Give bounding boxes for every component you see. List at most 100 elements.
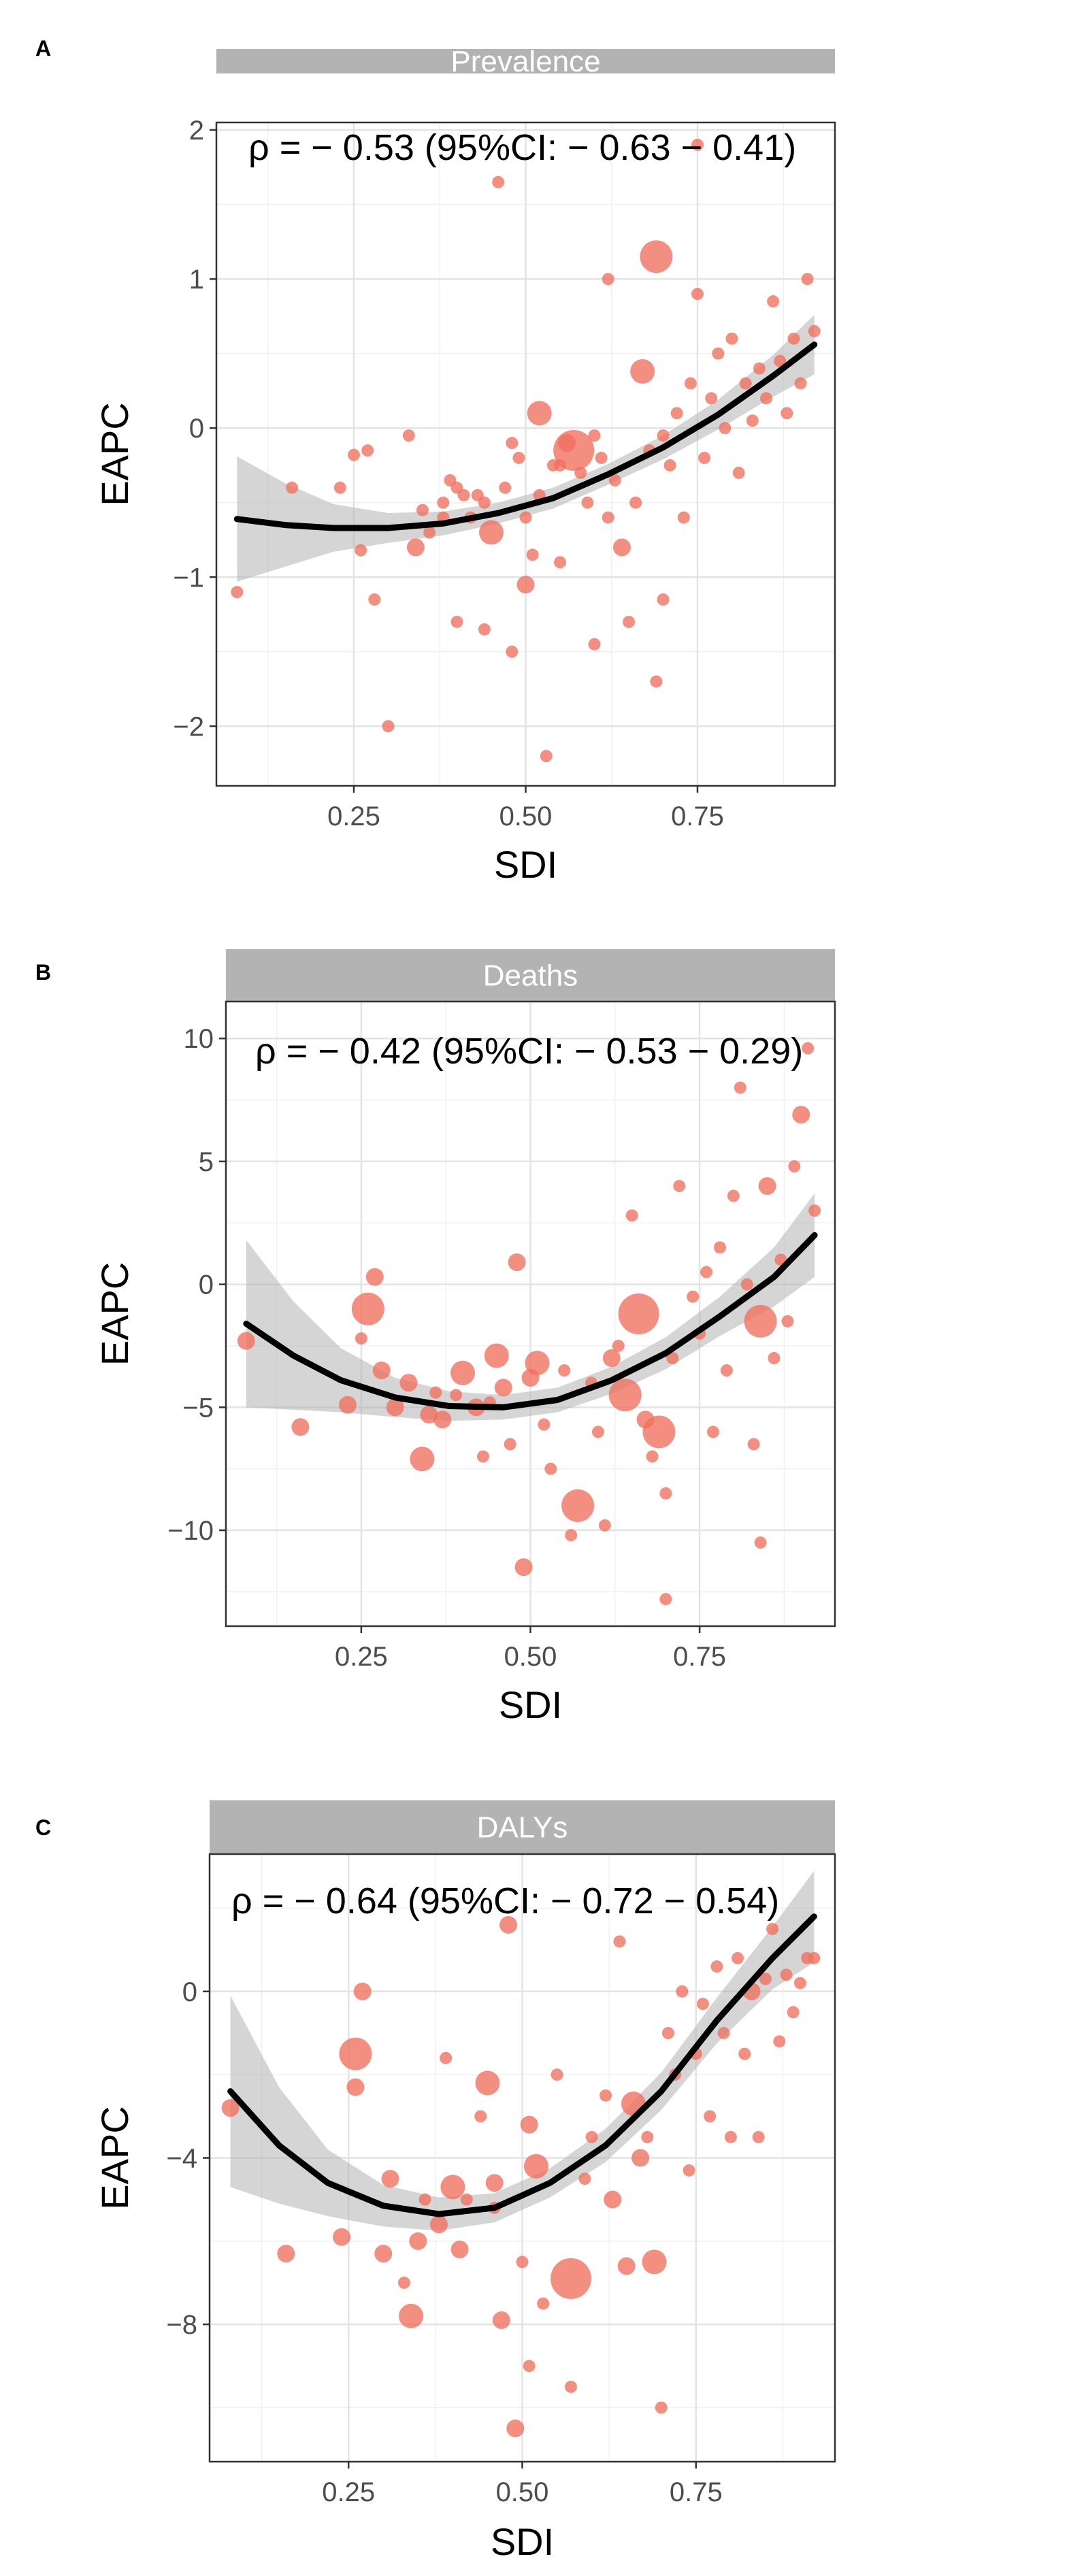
panel-a-strip-title: Prevalence <box>450 45 600 78</box>
panel-a-data-point <box>733 467 745 479</box>
panel-c-data-point <box>697 1998 709 2010</box>
panel-a-x-axis-title: SDI <box>494 843 557 886</box>
panel-a-data-point <box>554 556 566 568</box>
panel-b-data-point <box>609 1378 642 1411</box>
panel-c-data-point <box>354 1983 372 2000</box>
panel-b-data-point <box>619 1293 659 1334</box>
panel-a-x-tick-label: 0.50 <box>499 802 553 831</box>
panel-a-y-tick-label: −1 <box>173 563 204 593</box>
panel-c-data-point <box>773 2035 785 2047</box>
panel-a-data-point <box>512 452 525 464</box>
panel-c-data-point <box>787 2006 800 2018</box>
panel-a-data-point <box>554 459 566 472</box>
panel-c-data-point <box>506 2420 524 2437</box>
panel-a-data-point <box>685 377 697 389</box>
panel-b-data-point <box>748 1438 760 1451</box>
panel-c-data-point <box>642 2249 667 2274</box>
panel-b-data-point <box>484 1343 509 1368</box>
panel-a-y-axis-title: EAPC <box>93 402 136 506</box>
panel-c-data-point <box>781 1968 793 1981</box>
panel-b-data-point <box>410 1447 434 1471</box>
panel-b-data-point <box>727 1190 740 1202</box>
panel-b-data-point <box>433 1410 451 1428</box>
panel-c-data-point <box>399 2304 423 2328</box>
panel-a-data-point <box>719 422 731 434</box>
panel-c-data-point <box>474 2110 487 2122</box>
panel-c-y-tick-label: −8 <box>166 2310 197 2340</box>
panel-b-data-point <box>515 1558 533 1576</box>
panel-a-data-point <box>231 586 243 598</box>
panel-b-data-point <box>561 1489 594 1522</box>
panel-a-data-point <box>795 377 807 389</box>
panel-a-data-point <box>808 325 821 337</box>
panel-a-data-point <box>767 295 779 308</box>
panel-a-data-point <box>407 538 425 556</box>
panel-c-data-point <box>451 2241 469 2258</box>
panel-a-letter: A <box>35 36 51 61</box>
panel-a: A Prevalence0.25 0.50 0.75210−1−2SDIEAPCρ =… <box>35 36 835 886</box>
panel-a-data-point <box>416 504 429 516</box>
panel-a-x-tick-label: 0.75 <box>671 802 724 831</box>
panel-a-data-point <box>348 449 360 461</box>
panel-c-data-point <box>551 2068 563 2081</box>
panel-c-data-point <box>409 2232 427 2250</box>
panel-c-data-point <box>419 2194 431 2206</box>
panel-c-x-tick-label: 0.25 <box>322 2477 375 2507</box>
panel-c-strip-title: DALYs <box>477 1811 568 1845</box>
panel-c-data-point <box>475 2070 499 2095</box>
panel-b-data-point <box>734 1081 746 1093</box>
panel-c-data-point <box>704 2110 716 2122</box>
panel-c-data-point <box>618 2258 636 2275</box>
panel-b-y-tick-label: 10 <box>184 1024 214 1054</box>
panel-b-data-point <box>538 1419 550 1431</box>
panel-c-data-point <box>641 2131 653 2143</box>
panel-b-data-point <box>450 1389 462 1401</box>
panel-b-data-point <box>808 1204 821 1217</box>
panel-b-data-point <box>291 1418 309 1436</box>
panel-a-data-point <box>753 363 766 375</box>
panel-b-data-point <box>673 1180 685 1192</box>
panel-c-data-point <box>586 2131 598 2143</box>
panel-b-data-point <box>352 1293 384 1325</box>
panel-a-data-point <box>423 527 436 539</box>
panel-b-data-point <box>495 1378 512 1396</box>
panel-a-data-point <box>458 489 470 501</box>
panel-c-x-tick-label: 0.75 <box>670 2477 723 2507</box>
panel-a-data-point <box>499 482 511 494</box>
panel-a-data-point <box>355 544 367 557</box>
panel-a-data-point <box>787 333 800 345</box>
panel-b-data-point <box>355 1332 367 1344</box>
panel-a-data-point <box>746 414 759 427</box>
panel-c-data-point <box>600 2090 612 2102</box>
panel-a-data-point <box>698 452 710 464</box>
panel-a-data-point <box>492 176 504 188</box>
figure: A Prevalence0.25 0.50 0.75210−1−2SDIEAPCρ =… <box>0 0 1084 2576</box>
panel-b-data-point <box>612 1340 625 1352</box>
panel-b-x-tick-label: 0.50 <box>504 1642 557 1672</box>
panel-c-y-tick-label: −4 <box>166 2144 197 2174</box>
panel-b: B Deaths0.25 0.50 0.751050−5−10SDIEAPCρ = −… <box>35 949 835 1726</box>
panel-a-data-point <box>479 521 504 545</box>
panel-c-data-point <box>523 2360 536 2372</box>
panel-a-data-point <box>802 273 814 285</box>
panel-b-data-point <box>741 1278 753 1291</box>
panel-b-y-tick-label: 5 <box>199 1147 214 1177</box>
panel-c-data-point <box>613 1935 625 1947</box>
panel-b-data-point <box>759 1177 776 1195</box>
panel-c-data-point <box>516 2256 529 2268</box>
panel-c-data-point <box>794 1977 806 1989</box>
panel-c-data-point <box>676 1985 688 1998</box>
panel-a-data-point <box>691 288 704 300</box>
panel-c-data-point <box>521 2116 538 2134</box>
panel-c-data-point <box>604 2191 621 2209</box>
panel-b-y-axis-title: EAPC <box>93 1262 136 1366</box>
panel-c-data-point <box>662 2027 674 2039</box>
panel-a-data-point <box>613 538 631 556</box>
panel-a-data-point <box>437 497 449 509</box>
panel-b-data-point <box>755 1536 767 1549</box>
panel-c-data-point <box>738 2048 751 2060</box>
panel-b-data-point <box>525 1351 549 1375</box>
panel-b-x-axis-title: SDI <box>499 1683 562 1726</box>
panel-a-data-point <box>581 497 593 509</box>
panel-a-data-point <box>527 548 539 561</box>
